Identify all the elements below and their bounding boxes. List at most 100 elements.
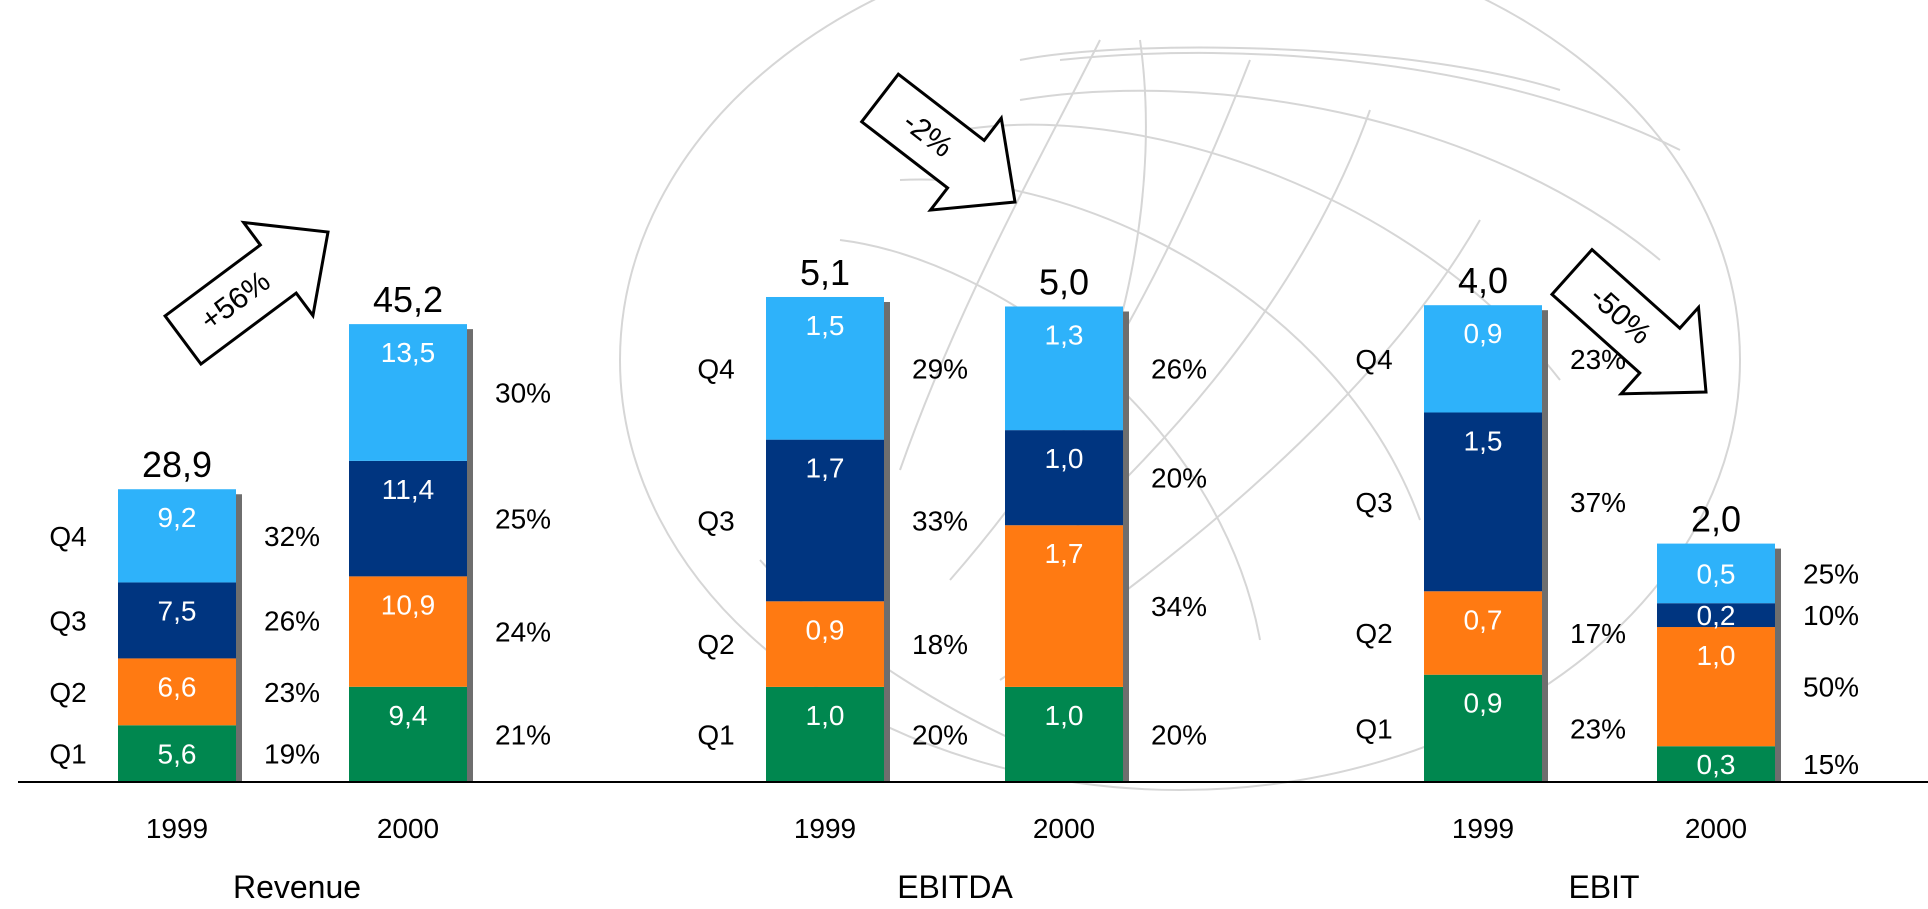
share-label: 32%: [264, 521, 320, 552]
bar-segment-q3: [1657, 603, 1775, 628]
bar-value-label: 5,6: [158, 739, 197, 770]
share-label: 17%: [1570, 618, 1626, 649]
quarter-label: Q3: [697, 505, 734, 536]
share-label: 33%: [912, 505, 968, 536]
watermark-globe-outline: [619, 0, 1741, 791]
x-tick-label: 2000: [1685, 813, 1747, 844]
bar-value-label: 1,3: [1045, 320, 1084, 351]
bar-value-label: 0,3: [1697, 749, 1736, 780]
share-label: 26%: [1151, 353, 1207, 384]
bar-segment-q4: [349, 324, 467, 461]
chart-panel-revenue: 5,6 19% 6,6 23% 7,5 26% 9,2 32% 28,9 1999 Q1 Q2 Q3 Q4…: [49, 220, 551, 905]
bar-segment-q2: [766, 601, 884, 687]
chart-panel-ebitda: 1,0 20% 0,9 18% 1,7 33% 1,5 29% 5,1 1999 Q1 Q2 Q3 Q4 1…: [697, 72, 1207, 905]
change-arrow: -50%: [1549, 247, 1708, 396]
share-label: 18%: [912, 629, 968, 660]
quarter-label: Q2: [1355, 618, 1392, 649]
bar-total-label: 28,9: [142, 444, 212, 485]
x-tick-label: 2000: [377, 813, 439, 844]
panel-title: EBIT: [1568, 869, 1639, 904]
bar-value-label: 1,0: [1045, 700, 1084, 731]
bar-value-label: 0,9: [806, 614, 845, 645]
quarter-label: Q1: [1355, 713, 1392, 744]
share-label: 20%: [912, 719, 968, 750]
bar-segment-q1: [1005, 686, 1123, 782]
bar-segment-q1: [766, 686, 884, 782]
panel-title: EBITDA: [897, 869, 1013, 904]
bar-total-label: 5,1: [800, 252, 850, 293]
change-arrow-shape: [1549, 247, 1708, 396]
bar-segment-q2: [1657, 627, 1775, 747]
bar-segment-q1: [1657, 746, 1775, 782]
quarter-label: Q1: [697, 719, 734, 750]
share-label: 10%: [1803, 600, 1859, 631]
bar-segment-q2: [118, 658, 236, 726]
bar-value-label: 0,5: [1697, 558, 1736, 589]
watermark-line: [899, 39, 1101, 471]
bar-value-label: 10,9: [381, 589, 436, 620]
bar-shadow: [1542, 310, 1548, 782]
bar-shadow: [884, 301, 890, 782]
share-label: 21%: [495, 719, 551, 750]
chart-panels: 5,6 19% 6,6 23% 7,5 26% 9,2 32% 28,9 1999 Q1 Q2 Q3 Q4…: [18, 72, 1928, 905]
bar-total-label: 45,2: [373, 279, 443, 320]
bar-value-label: 1,0: [806, 700, 845, 731]
share-label: 19%: [264, 739, 320, 770]
bar-shadow: [467, 329, 473, 782]
quarter-label: Q4: [49, 521, 86, 552]
quarter-label: Q3: [49, 605, 86, 636]
bar-total-label: 4,0: [1458, 260, 1508, 301]
share-label: 29%: [912, 353, 968, 384]
bar-segment-q1: [118, 725, 236, 782]
bar-value-label: 1,0: [1045, 443, 1084, 474]
share-label: 23%: [264, 677, 320, 708]
bar-value-label: 13,5: [381, 337, 436, 368]
share-label: 25%: [495, 504, 551, 535]
bar-value-label: 0,9: [1464, 318, 1503, 349]
bar-segment-q3: [349, 460, 467, 577]
x-tick-label: 1999: [146, 813, 208, 844]
share-label: 50%: [1803, 672, 1859, 703]
share-label: 25%: [1803, 558, 1859, 589]
bar-segment-q2: [1005, 525, 1123, 687]
share-label: 37%: [1570, 487, 1626, 518]
bar-value-label: 1,0: [1697, 640, 1736, 671]
x-tick-label: 1999: [794, 813, 856, 844]
bar-value-label: 9,2: [158, 502, 197, 533]
quarter-label: Q2: [697, 629, 734, 660]
bar-value-label: 9,4: [389, 700, 428, 731]
share-label: 34%: [1151, 591, 1207, 622]
panel-title: Revenue: [233, 869, 361, 904]
share-label: 15%: [1803, 749, 1859, 780]
bar-segment-q3: [118, 582, 236, 659]
bar-segment-q4: [1657, 543, 1775, 604]
quarter-label: Q2: [49, 677, 86, 708]
bar-segment-q3: [1424, 412, 1542, 592]
bar-value-label: 6,6: [158, 671, 197, 702]
quarter-label: Q3: [1355, 487, 1392, 518]
share-label: 30%: [495, 378, 551, 409]
bar-shadow: [1123, 311, 1129, 782]
bar-value-label: 1,7: [1045, 538, 1084, 569]
bar-segment-q4: [1424, 305, 1542, 413]
share-label: 20%: [1151, 463, 1207, 494]
change-arrow: +56%: [162, 220, 330, 367]
bar-value-label: 7,5: [158, 595, 197, 626]
watermark-line: [1019, 89, 1661, 261]
x-tick-label: 1999: [1452, 813, 1514, 844]
bar-segment-q3: [1005, 430, 1123, 526]
bar-value-label: 1,5: [1464, 425, 1503, 456]
change-arrow-shape: [162, 220, 330, 367]
bar-value-label: 1,7: [806, 453, 845, 484]
share-label: 20%: [1151, 719, 1207, 750]
bar-segment-q2: [349, 576, 467, 687]
x-tick-label: 2000: [1033, 813, 1095, 844]
chart-panel-ebit: 0,923%0,7 17%1,537%0,923%4,01999Q1Q2Q3Q40…: [1355, 247, 1859, 905]
change-arrow-shape: [859, 72, 1017, 212]
share-label: 26%: [264, 605, 320, 636]
bar-segment-q2: [1424, 591, 1542, 675]
share-label: 23%: [1570, 713, 1626, 744]
bar-value-label: 0,7: [1464, 604, 1503, 635]
